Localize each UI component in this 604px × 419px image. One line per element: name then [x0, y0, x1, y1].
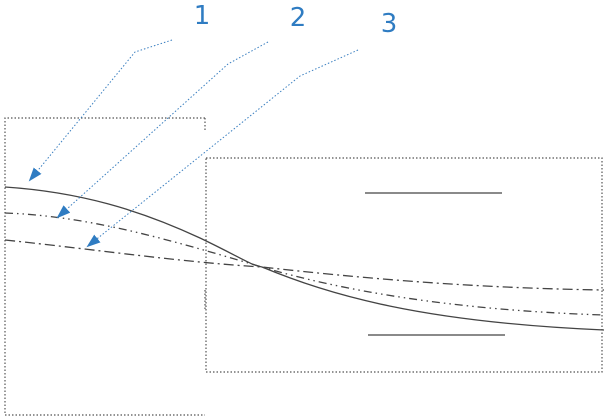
- curve-3: [4, 239, 604, 291]
- leader-2: [56, 41, 269, 219]
- curve-2: [4, 212, 604, 316]
- leader-3: [86, 49, 359, 248]
- callout-label: 2: [290, 3, 307, 33]
- curve-1: [4, 186, 604, 331]
- left-frame: [4, 117, 205, 416]
- callout-label: 3: [381, 9, 398, 39]
- callout-label: 1: [194, 1, 211, 31]
- leader-1: [28, 39, 173, 182]
- right-box: [205, 157, 603, 373]
